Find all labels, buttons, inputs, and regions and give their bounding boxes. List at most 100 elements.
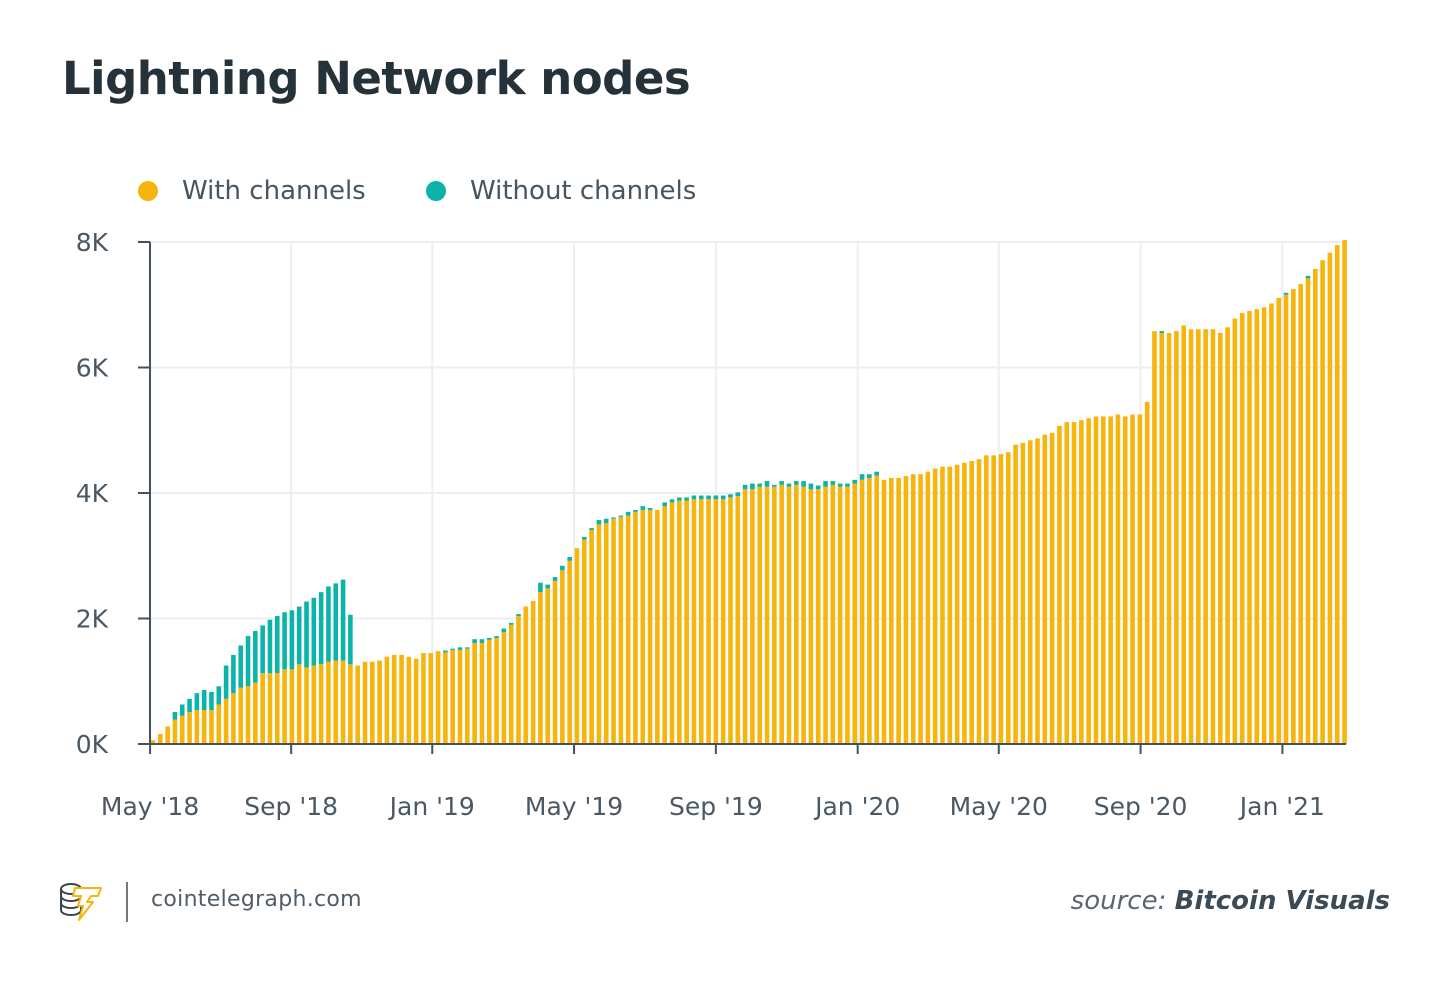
bar-with-channels <box>274 673 280 744</box>
bar-with-channels <box>362 661 368 744</box>
bar-with-channels <box>311 665 317 744</box>
bar-without-channels <box>669 499 675 503</box>
bar-with-channels <box>516 615 521 744</box>
bar-without-channels <box>823 481 828 487</box>
bar-without-channels <box>874 471 879 476</box>
bar-with-channels <box>662 506 667 744</box>
bar-with-channels <box>267 673 273 744</box>
bar-without-channels <box>1283 292 1289 295</box>
bar-with-channels <box>1254 309 1260 744</box>
bar-without-channels <box>647 508 653 510</box>
bar-with-channels <box>1247 311 1252 744</box>
cointelegraph-logo-icon <box>58 880 104 926</box>
bar-without-channels <box>837 483 843 487</box>
bar-without-channels <box>245 636 251 687</box>
bar-with-channels <box>976 459 982 744</box>
bar-without-channels <box>443 650 448 653</box>
bar-without-channels <box>267 619 273 674</box>
x-tick-label: Sep '19 <box>669 792 763 821</box>
source-name: Bitcoin Visuals <box>1174 886 1390 916</box>
bar-with-channels <box>399 654 404 744</box>
bar-with-channels <box>428 653 434 744</box>
bar-with-channels <box>1027 440 1033 744</box>
bar-with-channels <box>669 502 675 744</box>
bar-with-channels <box>742 489 748 744</box>
bar-without-channels <box>1159 331 1165 333</box>
bar-without-channels <box>552 577 558 581</box>
bar-with-channels <box>1057 425 1062 744</box>
x-tick-label: Jan '20 <box>813 792 900 821</box>
bar-without-channels <box>684 497 689 501</box>
bar-with-channels <box>318 664 324 744</box>
bar-without-channels <box>611 517 616 519</box>
bar-without-channels <box>179 704 185 716</box>
bar-with-channels <box>874 475 879 744</box>
bar-with-channels <box>1152 331 1157 744</box>
bar-with-channels <box>1144 402 1150 744</box>
bar-with-channels <box>253 682 258 744</box>
bar-with-channels <box>296 664 302 744</box>
bar-with-channels <box>633 511 638 744</box>
bar-with-channels <box>910 474 916 744</box>
bar-without-channels <box>326 586 331 662</box>
x-tick-label: Sep '20 <box>1094 792 1188 821</box>
chart-title: Lightning Network nodes <box>62 52 691 105</box>
bar-with-channels <box>881 479 887 744</box>
bar-with-channels <box>158 733 163 744</box>
bar-with-channels <box>793 484 799 744</box>
bar-without-channels <box>238 645 244 688</box>
bar-without-channels <box>728 494 733 498</box>
bar-with-channels <box>370 661 375 744</box>
bar-with-channels <box>1086 418 1091 744</box>
bar-with-channels <box>1071 422 1077 744</box>
bar-with-channels <box>932 468 938 744</box>
source-prefix: source: <box>1070 886 1167 916</box>
legend-dot-icon <box>138 181 158 201</box>
bar-without-channels <box>282 612 287 670</box>
bar-with-channels <box>172 719 178 744</box>
bar-with-channels <box>1020 442 1026 744</box>
bar-with-channels <box>684 500 689 744</box>
bar-without-channels <box>187 698 192 712</box>
bar-with-channels <box>735 496 741 744</box>
bar-with-channels <box>472 642 477 744</box>
bar-without-channels <box>801 481 806 487</box>
bar-without-channels <box>194 693 200 711</box>
bar-without-channels <box>625 511 631 516</box>
bar-with-channels <box>1064 422 1070 744</box>
bar-without-channels <box>786 483 792 487</box>
bar-with-channels <box>750 489 755 744</box>
x-tick-label: May '19 <box>525 792 623 821</box>
bar-without-channels <box>289 610 295 670</box>
bar-without-channels <box>779 481 784 485</box>
bar-with-channels <box>238 687 244 744</box>
bar-with-channels <box>1181 325 1187 744</box>
bar-with-channels <box>552 580 558 744</box>
bar-with-channels <box>457 649 463 744</box>
bar-with-channels <box>581 539 587 744</box>
bar-without-channels <box>479 639 485 643</box>
bar-with-channels <box>355 665 360 744</box>
bar-with-channels <box>1093 416 1099 744</box>
bar-with-channels <box>194 710 200 744</box>
bar-without-channels <box>589 528 594 531</box>
bar-without-channels <box>633 509 638 512</box>
bar-with-channels <box>209 710 214 744</box>
bar-with-channels <box>508 624 514 744</box>
bar-with-channels <box>1225 327 1230 744</box>
bar-without-channels <box>764 481 770 487</box>
bar-without-channels <box>450 648 456 650</box>
bar-with-channels <box>1327 252 1333 745</box>
bar-without-channels <box>209 691 214 711</box>
bar-with-channels <box>889 477 894 744</box>
bar-with-channels <box>1291 289 1296 744</box>
legend-label: Without channels <box>470 176 697 206</box>
bar-without-channels <box>253 631 258 683</box>
bar-without-channels <box>750 483 755 490</box>
bar-with-channels <box>596 524 602 744</box>
y-tick-label: 0K <box>76 730 109 759</box>
bar-with-channels <box>867 477 872 744</box>
bar-with-channels <box>450 649 456 744</box>
bar-without-channels <box>274 615 280 674</box>
bar-with-channels <box>779 484 784 744</box>
